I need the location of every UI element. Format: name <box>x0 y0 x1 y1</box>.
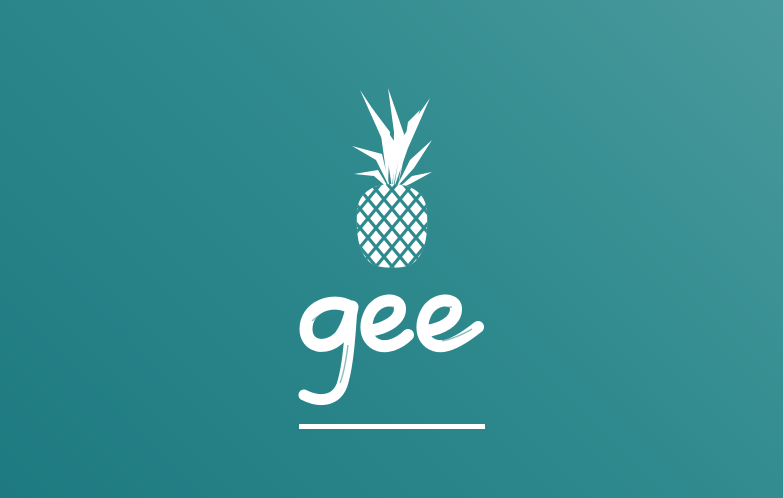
pineapple-icon <box>352 88 432 268</box>
wordmark-underline <box>299 424 485 429</box>
brand-wordmark: gee <box>298 294 484 406</box>
